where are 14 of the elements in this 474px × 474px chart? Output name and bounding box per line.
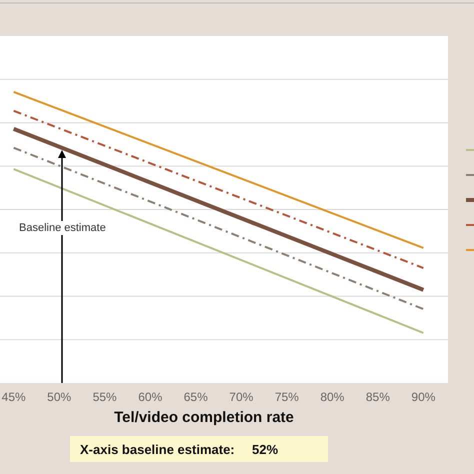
x-axis-title: Tel/video completion rate xyxy=(114,409,294,426)
x-tick-label: 90% xyxy=(411,390,436,404)
text: 52% xyxy=(252,442,278,457)
x-tick-label: 75% xyxy=(274,390,300,404)
x-tick-label: 70% xyxy=(229,390,254,404)
x-tick-label: 60% xyxy=(138,390,163,404)
x-tick-label: 50% xyxy=(47,390,72,404)
x-tick-label: 45% xyxy=(2,390,26,404)
x-tick-label: 55% xyxy=(92,390,118,404)
x-tick-label: 85% xyxy=(366,390,390,404)
text: X-axis baseline estimate: xyxy=(80,442,235,457)
x-tick-label: 65% xyxy=(184,390,208,404)
x-tick-label: 80% xyxy=(320,390,345,404)
annotation: Baseline estimate xyxy=(19,222,106,234)
